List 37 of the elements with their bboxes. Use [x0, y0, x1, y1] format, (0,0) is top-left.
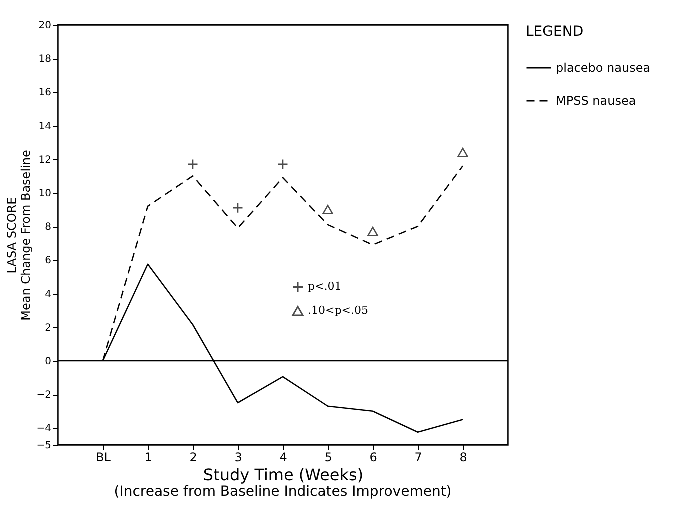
- y-tick-label: 8: [45, 222, 52, 234]
- y-tick-label: 20: [38, 20, 52, 32]
- x-tick-label: 7: [414, 450, 422, 464]
- y-tick-label: 2: [45, 322, 52, 334]
- legend-label: MPSS nausea: [556, 94, 636, 108]
- legend-label: placebo nausea: [556, 61, 651, 75]
- y-tick-label: 14: [38, 121, 52, 132]
- x-tick-label: 6: [370, 450, 378, 464]
- text: (Increase from Baseline Indicates Improvement): [114, 484, 452, 500]
- y-tick-label: −5: [36, 440, 52, 452]
- x-tick-label: BL: [96, 450, 112, 464]
- x-tick-label: 5: [324, 450, 332, 464]
- y-tick-label: −2: [36, 390, 52, 402]
- y-tick-label: 10: [38, 188, 52, 200]
- x-tick-label: 8: [460, 450, 468, 464]
- y-tick-label: 18: [38, 54, 52, 66]
- point: [368, 226, 378, 236]
- point: [278, 159, 288, 170]
- y-tick-label: 6: [45, 256, 52, 267]
- legend-title: LEGEND: [526, 24, 584, 40]
- point: [458, 148, 468, 158]
- legend-label: p<.01: [308, 280, 342, 294]
- y-tick-label: 4: [45, 289, 52, 300]
- y-tick-label: 12: [38, 154, 52, 166]
- legend-label: .10<p<.05: [308, 304, 368, 318]
- point: [232, 202, 244, 214]
- y-axis-title: LASA SCORE Mean Change From Baseline: [4, 150, 33, 321]
- point: [188, 159, 198, 170]
- x-tick-label: 1: [144, 450, 152, 464]
- y-tick-label: 16: [38, 88, 52, 99]
- y-tick-label: −4: [36, 424, 52, 435]
- x-axis-title: Study Time (Weeks): [203, 466, 364, 484]
- y-tick-label: 0: [45, 356, 52, 368]
- x-tick-label: 3: [234, 450, 242, 464]
- x-tick-label: 2: [190, 450, 198, 464]
- point: [322, 205, 334, 215]
- x-tick-label: 4: [280, 450, 288, 464]
